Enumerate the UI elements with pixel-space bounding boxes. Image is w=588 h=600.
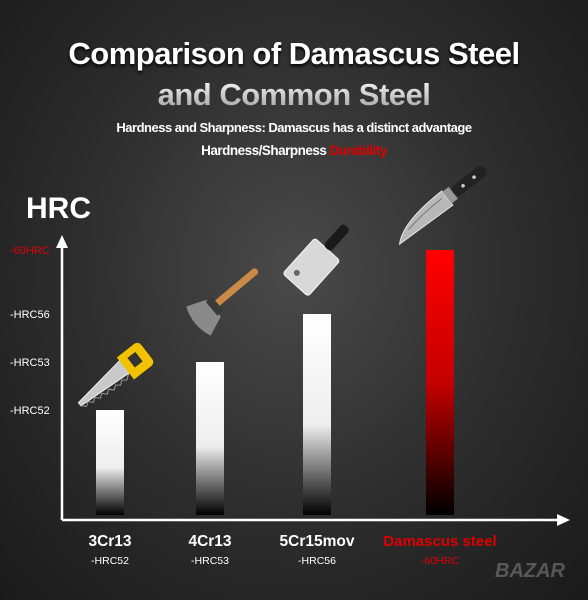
- bar: [96, 410, 124, 515]
- x-category-label: Damascus steel: [383, 533, 496, 550]
- hand-saw-icon: [77, 342, 154, 408]
- y-axis-arrow: [56, 235, 68, 248]
- y-axis-label: HRC: [26, 192, 91, 225]
- y-tick-label: -HRC52: [10, 405, 50, 417]
- bar: [196, 362, 224, 515]
- chart-title-line1: Comparison of Damascus Steel: [68, 36, 520, 71]
- x-category-sublabel: -60HRC: [421, 555, 459, 567]
- x-category-label: 3Cr13: [88, 533, 131, 550]
- axe-icon: [186, 268, 259, 336]
- chef-knife-icon: [398, 165, 487, 246]
- cleaver-icon: [283, 224, 349, 296]
- x-category-sublabel: -HRC53: [191, 555, 229, 567]
- x-category-sublabel: -HRC52: [91, 555, 129, 567]
- chart-legend: Hardness/Sharpness Durability: [0, 143, 588, 158]
- x-category-label: 4Cr13: [188, 533, 231, 550]
- chart-title-line2: and Common Steel: [0, 77, 588, 113]
- watermark-logo: BAZAR: [495, 560, 565, 582]
- y-tick-label: -HRC53: [10, 357, 50, 369]
- x-axis-arrow: [557, 514, 570, 526]
- chart-axes: [56, 235, 570, 526]
- x-category-label: 5Cr15mov: [280, 533, 355, 550]
- x-category-sublabel: -HRC56: [298, 555, 336, 567]
- bar: [426, 250, 454, 515]
- legend-durability: Durability: [329, 143, 388, 158]
- y-tick-label: -HRC56: [10, 309, 50, 321]
- chart-subtitle: Hardness and Sharpness: Damascus has a d…: [116, 120, 472, 135]
- bar: [303, 314, 331, 515]
- y-tick-label: -60HRC: [10, 245, 50, 257]
- legend-hardness: Hardness/Sharpness: [201, 143, 327, 158]
